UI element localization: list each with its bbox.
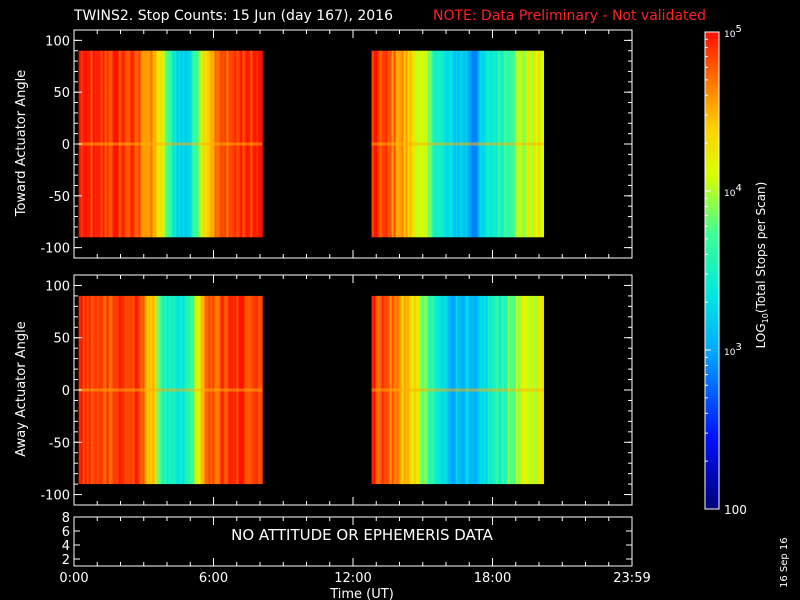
away-ytick-label: -50 [49, 436, 70, 451]
away-ytick-label: 0 [62, 384, 70, 399]
toward-zero-angle-band [78, 142, 263, 146]
time-tick-label: 6:00 [199, 571, 228, 586]
away-angle-axis-label: Away Actuator Angle [14, 321, 29, 456]
colorbar-label: LOG10(Total Stops per Scan) [754, 182, 770, 349]
away-ytick-label: -100 [40, 489, 70, 504]
colorbar-tick-label: 104 [724, 183, 742, 199]
time-tick-label: 12:00 [334, 571, 371, 586]
toward-ytick-label: 50 [53, 86, 70, 101]
time-tick-label: 23:59 [613, 571, 650, 586]
away-zero-angle-band [78, 388, 263, 392]
time-tick-label: 18:00 [474, 571, 511, 586]
colorbar-tick-label: 103 [724, 342, 742, 358]
away-ytick-label: 100 [45, 279, 70, 294]
toward-ytick-label: 0 [62, 138, 70, 153]
away-zero-angle-band [371, 388, 544, 392]
away-actuator-panel: 100 50 0 -50 -100 [40, 274, 633, 506]
attitude-ytick-label: 4 [62, 539, 70, 554]
colorbar-tick-label: 100 [724, 503, 747, 517]
colorbar-gradient [704, 31, 720, 510]
time-tick-label: 0:00 [59, 571, 88, 586]
time-axis-label: Time (UT) [329, 587, 394, 600]
toward-ytick-label: 100 [45, 34, 70, 49]
preliminary-note: NOTE: Data Preliminary - Not validated [433, 8, 706, 24]
toward-actuator-panel: 100 50 0 -50 -100 [40, 29, 633, 259]
colorbar: 105 104 103 100 [704, 24, 747, 517]
attitude-ytick-label: 6 [62, 525, 70, 540]
attitude-ytick-label: 8 [62, 511, 70, 526]
attitude-ytick-label: 2 [62, 553, 70, 568]
toward-angle-axis-label: Toward Actuator Angle [14, 70, 29, 217]
toward-ytick-label: -50 [49, 190, 70, 205]
generation-date: 16 Sep 16 [779, 537, 790, 588]
colorbar-tick-label: 105 [724, 24, 742, 40]
no-data-message: NO ATTITUDE OR EPHEMERIS DATA [231, 526, 494, 544]
toward-ytick-label: -100 [40, 242, 70, 257]
figure-title: TWINS2. Stop Counts: 15 Jun (day 167), 2… [73, 8, 393, 24]
away-ytick-label: 50 [53, 332, 70, 347]
toward-zero-angle-band [371, 142, 544, 146]
